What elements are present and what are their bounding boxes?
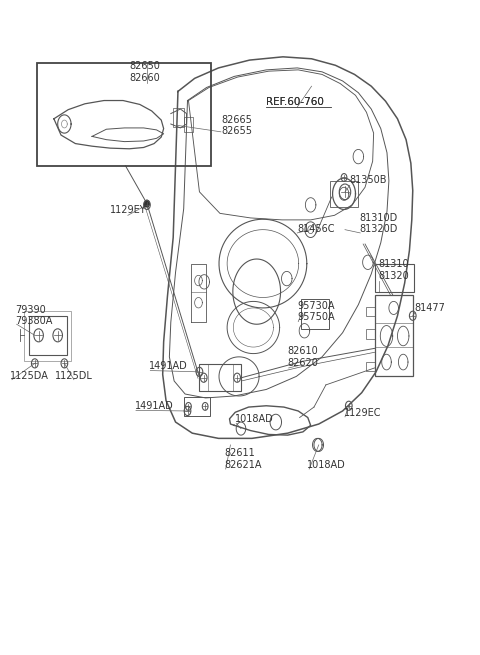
Bar	[374, 264, 414, 291]
Text: 82611
82621A: 82611 82621A	[225, 448, 262, 470]
Text: 81477: 81477	[414, 303, 445, 313]
Text: 1491AD: 1491AD	[149, 361, 188, 371]
Text: 95730A
95750A: 95730A 95750A	[297, 301, 335, 322]
Circle shape	[144, 200, 149, 207]
Bar	[374, 295, 413, 377]
Text: REF.60-760: REF.60-760	[266, 97, 324, 107]
Text: 79390
79380A: 79390 79380A	[15, 305, 52, 326]
Text: 1125DA: 1125DA	[10, 371, 49, 381]
Text: 1125DL: 1125DL	[55, 371, 93, 381]
Text: 1018AD: 1018AD	[235, 414, 274, 424]
Text: REF.60-760: REF.60-760	[266, 97, 324, 107]
Bar	[24, 310, 71, 362]
Text: 81350B: 81350B	[350, 176, 387, 185]
Bar	[366, 362, 374, 371]
Bar	[330, 181, 359, 207]
Bar	[184, 117, 193, 132]
Text: 82650
82660: 82650 82660	[129, 62, 160, 83]
Bar	[199, 364, 241, 392]
Text: 81310D
81320D: 81310D 81320D	[360, 213, 398, 234]
Text: 82665
82655: 82665 82655	[221, 115, 252, 136]
Bar	[184, 398, 210, 415]
Bar	[29, 316, 67, 355]
Text: 1491AD: 1491AD	[135, 401, 174, 411]
Text: 81456C: 81456C	[297, 224, 335, 234]
Text: 1129EC: 1129EC	[344, 407, 382, 417]
Bar	[37, 63, 211, 166]
Bar	[366, 329, 374, 339]
Text: 81310
81320: 81310 81320	[378, 259, 409, 280]
Bar	[366, 307, 374, 316]
Text: 82610
82620: 82610 82620	[288, 346, 319, 368]
Text: 1018AD: 1018AD	[307, 460, 346, 470]
Bar	[301, 299, 329, 329]
Text: 1129EY: 1129EY	[109, 205, 146, 215]
Bar	[173, 108, 184, 126]
